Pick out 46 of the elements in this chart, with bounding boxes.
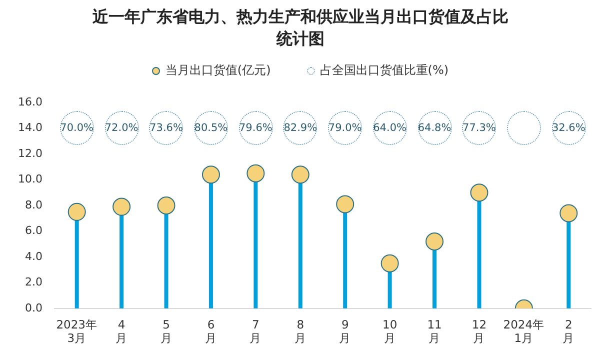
x-tick-label: 10月 xyxy=(382,317,398,346)
y-tick-label: 12.0 xyxy=(18,146,42,160)
data-label: 72.0% xyxy=(104,122,138,134)
data-label: 77.3% xyxy=(462,122,496,134)
x-tick-label: 8月 xyxy=(294,317,306,346)
x-tick-label: 7月 xyxy=(250,317,262,346)
point xyxy=(157,196,176,214)
point xyxy=(470,184,488,202)
x-tick-label: 9月 xyxy=(339,317,352,346)
data-label: 80.5% xyxy=(194,122,228,134)
point xyxy=(68,202,86,221)
data-label: 73.6% xyxy=(150,122,183,134)
data-label: 64.8% xyxy=(418,122,452,134)
data-label: 79.0% xyxy=(328,122,362,134)
point xyxy=(246,164,265,182)
x-tick-label: 5月 xyxy=(160,317,172,346)
point xyxy=(560,204,578,222)
x-tick-label: 2023年3月 xyxy=(56,317,98,346)
x-tick-label: 2月 xyxy=(562,317,575,346)
y-tick-label: 8.0 xyxy=(24,198,42,212)
chart-title: 近一年广东省电力、热力生产和供应业当月出口货值及占比统计图 xyxy=(92,6,510,50)
y-tick-label: 10.0 xyxy=(18,172,42,186)
point xyxy=(202,166,220,184)
data-label: 32.6% xyxy=(552,122,586,134)
x-tick-label: 4月 xyxy=(116,317,128,346)
data-label: 79.6% xyxy=(239,122,272,134)
y-tick-label: 2.0 xyxy=(24,276,42,289)
x-tick-label: 11月 xyxy=(427,317,442,346)
point xyxy=(380,254,399,272)
point xyxy=(112,198,131,216)
y-tick-label: 16.0 xyxy=(18,95,42,108)
data-label: 82.9% xyxy=(284,122,318,134)
y-tick-label: 0.0 xyxy=(24,301,42,314)
legend-label: 当月出口货值(亿元) xyxy=(165,62,271,79)
legend-label: 占全国出口货值比重(%) xyxy=(320,62,449,79)
x-tick-label: 6月 xyxy=(204,317,217,346)
data-label: 70.0% xyxy=(60,122,94,134)
y-tick-label: 6.0 xyxy=(24,224,42,238)
x-tick-label: 2024年1月 xyxy=(503,317,545,346)
data-label: 64.0% xyxy=(373,122,406,134)
y-tick-label: 4.0 xyxy=(24,250,42,263)
point xyxy=(426,232,444,251)
point xyxy=(291,166,310,184)
point xyxy=(336,195,354,214)
x-tick-label: 12月 xyxy=(472,317,487,346)
y-tick-label: 14.0 xyxy=(18,121,42,134)
